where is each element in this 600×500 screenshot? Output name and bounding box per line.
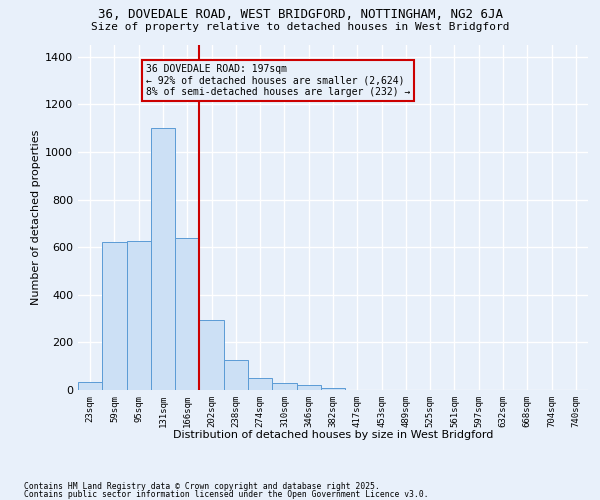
Bar xyxy=(248,378,272,390)
Bar xyxy=(272,383,296,390)
Bar xyxy=(102,242,127,390)
Text: Size of property relative to detached houses in West Bridgford: Size of property relative to detached ho… xyxy=(91,22,509,32)
Bar xyxy=(199,320,224,390)
Bar xyxy=(127,242,151,390)
Bar xyxy=(321,388,345,390)
Y-axis label: Number of detached properties: Number of detached properties xyxy=(31,130,41,305)
Text: Contains HM Land Registry data © Crown copyright and database right 2025.: Contains HM Land Registry data © Crown c… xyxy=(24,482,380,491)
Bar xyxy=(78,382,102,390)
X-axis label: Distribution of detached houses by size in West Bridgford: Distribution of detached houses by size … xyxy=(173,430,493,440)
Text: 36, DOVEDALE ROAD, WEST BRIDGFORD, NOTTINGHAM, NG2 6JA: 36, DOVEDALE ROAD, WEST BRIDGFORD, NOTTI… xyxy=(97,8,503,20)
Text: 36 DOVEDALE ROAD: 197sqm
← 92% of detached houses are smaller (2,624)
8% of semi: 36 DOVEDALE ROAD: 197sqm ← 92% of detach… xyxy=(146,64,410,97)
Bar xyxy=(224,360,248,390)
Bar xyxy=(175,238,199,390)
Bar xyxy=(151,128,175,390)
Bar xyxy=(296,385,321,390)
Text: Contains public sector information licensed under the Open Government Licence v3: Contains public sector information licen… xyxy=(24,490,428,499)
